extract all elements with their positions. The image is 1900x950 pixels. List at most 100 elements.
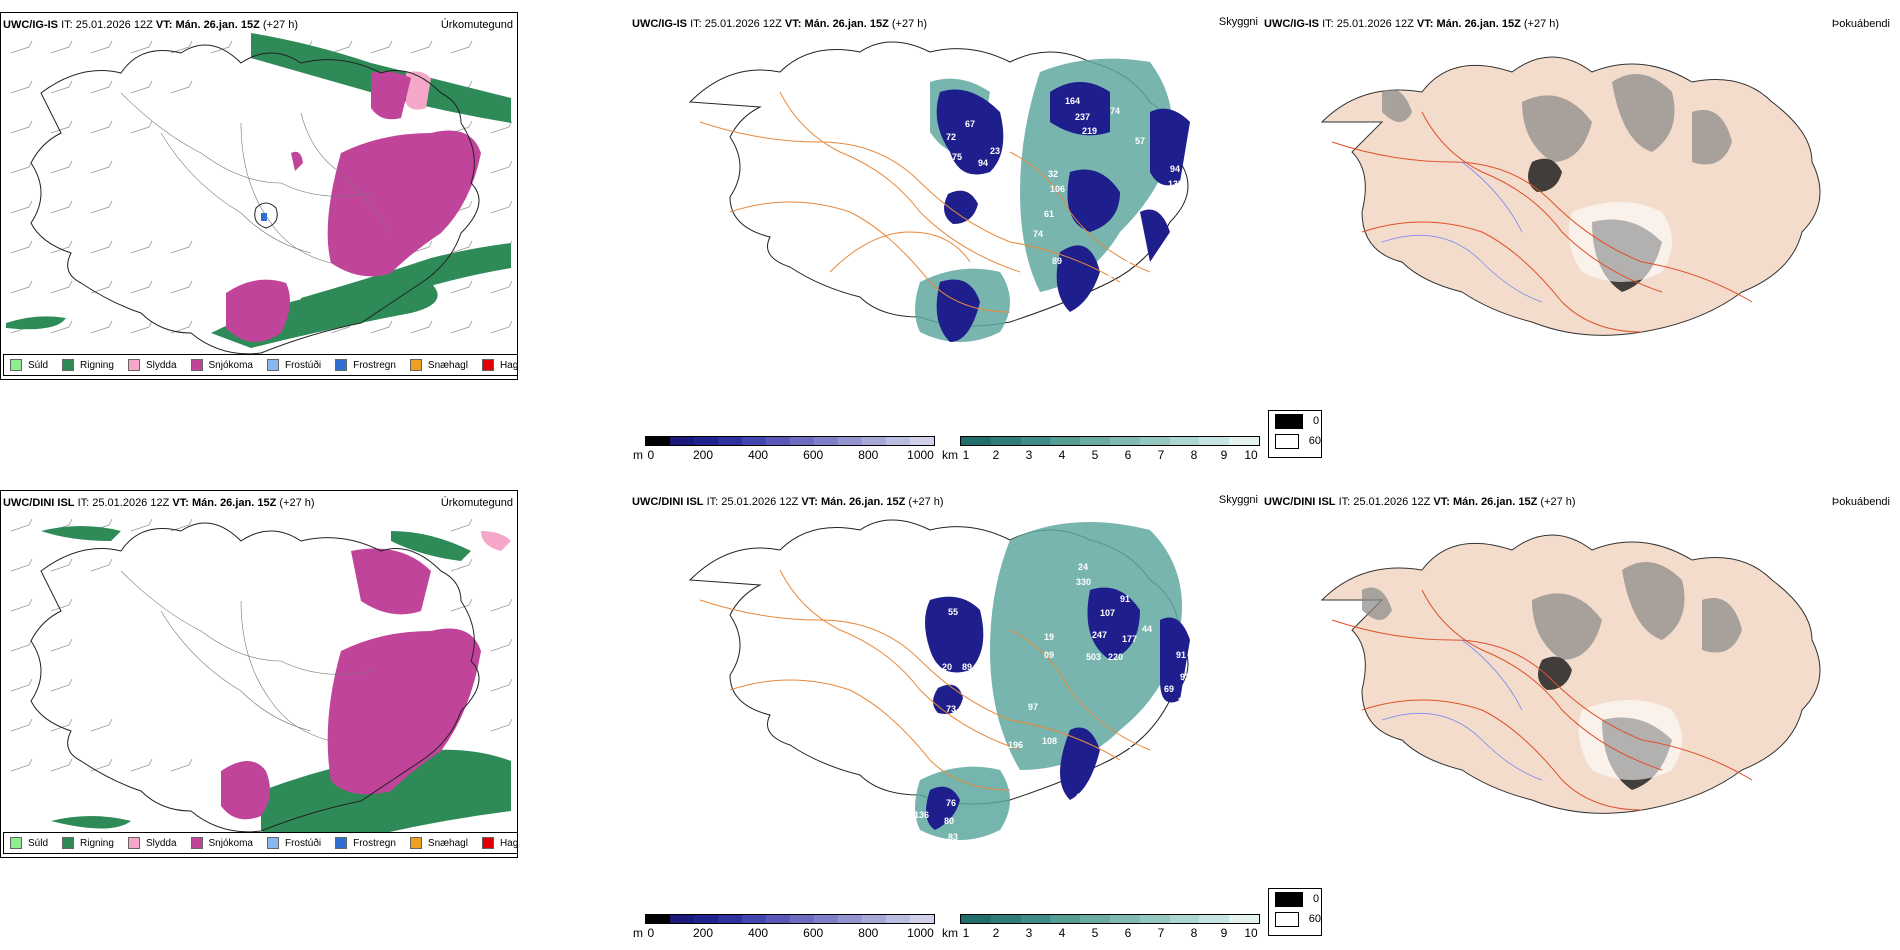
precip-type-panel-2: UWC/DINI ISL IT: 25.01.2026 12Z VT: Mán.… (0, 490, 518, 858)
swatch-sudd (10, 359, 22, 371)
vis-label: 83 (948, 832, 958, 842)
panel-header-precip-1: UWC/IG-IS IT: 25.01.2026 12Z VT: Mán. 26… (3, 19, 299, 31)
vis-label: 23 (990, 146, 1000, 156)
visibility-km-ticks: 1 2 3 4 5 6 7 8 9 10 (960, 448, 1260, 464)
visibility-panel-2: 55 20 89 19 09 24 330 91 107 247 177 503… (630, 490, 1260, 858)
legend-item-snjokoma: Snjókoma (190, 837, 253, 849)
visibility-m-strip (645, 914, 935, 924)
vis-label: 61 (1044, 209, 1054, 219)
swatch-snaehagl (409, 837, 422, 849)
vis-label: 196 (1008, 740, 1023, 750)
legend-item-snaehagl: Snæhagl (409, 837, 468, 849)
swatch-slydda (127, 837, 140, 849)
visibility-m-unit: m (633, 448, 643, 462)
vis-label: 20 (942, 662, 952, 672)
vis-label: 247 (1092, 630, 1107, 640)
visibility-m-strip (645, 436, 935, 446)
vis-label: 91 (986, 172, 996, 182)
legend-item-haglel: Haglél (481, 359, 517, 371)
tick-label: 1 (962, 448, 970, 462)
vis-label: 19 (1044, 632, 1054, 642)
vis-label: 76 (946, 798, 956, 808)
vis-label: 81 (1122, 740, 1132, 750)
vis-label: 44 (1142, 624, 1152, 634)
tick-label: 2 (992, 448, 1000, 462)
vis-label: 91 (1120, 594, 1130, 604)
vis-label: 153 (1083, 309, 1098, 319)
fog-legend-item: 0 (1269, 889, 1321, 909)
tick-label: 800 (858, 926, 879, 940)
swatch-snaehagl (409, 359, 422, 371)
visibility-labels-2: 55 20 89 19 09 24 330 91 107 247 177 503… (914, 562, 1190, 842)
tick-label: 0 (647, 926, 655, 940)
swatch-haglel (481, 837, 494, 849)
vis-label: 65 (1094, 292, 1104, 302)
panel-title-fog-2: Þokuábendi (1831, 496, 1890, 508)
visibility-km-colorbar-2: km 1 2 3 4 5 6 7 8 9 10 (942, 914, 1260, 944)
panel-title-fog-1: Þokuábendi (1831, 18, 1890, 30)
swatch-frostregn (335, 359, 348, 371)
swatch-rigning (62, 837, 75, 849)
vis-label: 94 (1170, 164, 1180, 174)
tick-label: 600 (803, 926, 824, 940)
visibility-km-ticks: 1 2 3 4 5 6 7 8 9 10 (960, 926, 1260, 942)
panel-header-visibility-1: UWC/IG-IS IT: 25.01.2026 12Z VT: Mán. 26… (632, 18, 928, 30)
tick-label: 8 (1190, 926, 1198, 940)
tick-label: 3 (1025, 926, 1033, 940)
fog-panel-1: UWC/IG-IS IT: 25.01.2026 12Z VT: Mán. 26… (1262, 12, 1900, 380)
tick-label: 5 (1091, 926, 1099, 940)
tick-label: 7 (1157, 926, 1165, 940)
tick-label: 5 (1091, 448, 1099, 462)
tick-label: 400 (748, 448, 769, 462)
tick-label: 400 (748, 926, 769, 940)
vis-label: 176 (1010, 259, 1025, 269)
tick-label: 9 (1220, 926, 1228, 940)
tick-label: 4 (1058, 926, 1066, 940)
panel-header-fog-2: UWC/DINI ISL IT: 25.01.2026 12Z VT: Mán.… (1264, 496, 1576, 508)
fog-legend-item: 0 (1269, 411, 1321, 431)
tick-label: 200 (692, 926, 714, 940)
swatch-snjokoma (190, 359, 203, 371)
vis-label: 67 (965, 119, 975, 129)
swatch-frostudi (266, 837, 279, 849)
vis-label: 94 (978, 158, 988, 168)
vis-label: 109 (910, 366, 925, 376)
tick-label: 6 (1124, 448, 1132, 462)
swatch-frostregn (335, 837, 348, 849)
legend-item-frostregn: Frostregn (335, 837, 396, 849)
vis-label: 78 (1120, 259, 1130, 269)
vis-label: 97 (1028, 702, 1038, 712)
legend-item-sudd: Súld (10, 837, 48, 849)
tick-label: 200 (692, 448, 714, 462)
vis-label: 09 (1044, 650, 1054, 660)
precip-legend-1: Súld Rigning Slydda Snjókoma Frostúði Fr… (3, 354, 517, 376)
legend-item-frostregn: Frostregn (335, 359, 396, 371)
vis-label: 24 (1078, 562, 1088, 572)
vis-label: 177 (1122, 634, 1137, 644)
tick-label: 10 (1244, 448, 1258, 462)
legend-item-haglel: Haglél (481, 837, 517, 849)
fog-legend-item: 60 (1269, 431, 1321, 451)
vis-label: 55 (945, 244, 955, 254)
fog-panel-2: UWC/DINI ISL IT: 25.01.2026 12Z VT: Mán.… (1262, 490, 1900, 858)
swatch-rigning (62, 359, 75, 371)
tick-label: 1000 (907, 926, 934, 940)
tick-label: 800 (858, 448, 879, 462)
visibility-km-unit: km (942, 448, 958, 462)
precip-type-panel-1: UWC/IG-IS IT: 25.01.2026 12Z VT: Mán. 26… (0, 12, 518, 380)
vis-label: 72 (946, 132, 956, 142)
vis-label: 75 (952, 152, 962, 162)
vis-label: 73 (946, 704, 956, 714)
vis-label: 89 (1052, 256, 1062, 266)
tick-label: 0 (647, 448, 655, 462)
legend-item-snjokoma: Snjókoma (190, 359, 253, 371)
visibility-m-unit: m (633, 926, 643, 940)
vis-label: 74 (1110, 106, 1120, 116)
vis-label: 219 (1082, 126, 1097, 136)
legend-item-slydda: Slydda (127, 837, 177, 849)
vis-label: 107 (1100, 608, 1115, 618)
visibility-m-ticks: 0 200 400 600 800 1000 (645, 448, 935, 464)
tick-label: 2 (992, 926, 1000, 940)
legend-item-frostudi: Frostúði (266, 837, 321, 849)
legend-item-snaehagl: Snæhagl (409, 359, 468, 371)
